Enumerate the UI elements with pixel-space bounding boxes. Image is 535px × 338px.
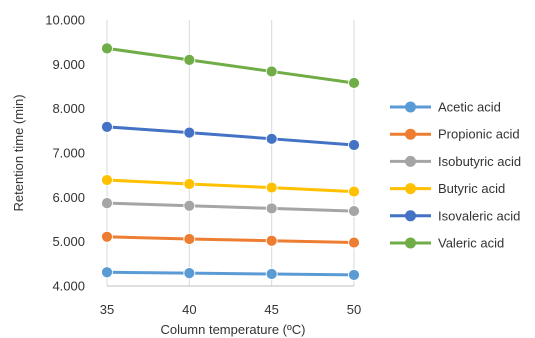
legend-item: Butyric acid	[390, 181, 505, 196]
legend: Acetic acid Propionic acid Isobutyric acid…	[390, 100, 521, 251]
legend-item: Isobutyric acid	[390, 154, 521, 169]
x-axis-ticks: 35 40 45 50	[100, 302, 361, 317]
series-line	[105, 46, 356, 85]
data-point	[183, 233, 196, 245]
data-point	[348, 185, 360, 198]
legend-item: Acetic acid	[390, 100, 501, 115]
x-axis-title: Column temperature (ºC)	[161, 322, 306, 337]
legend-label: Isovaleric acid	[438, 208, 520, 223]
y-tick-label: 9.000	[52, 57, 85, 72]
data-point	[183, 199, 196, 212]
data-point	[348, 236, 360, 249]
legend-marker	[405, 183, 416, 195]
series-line	[105, 178, 356, 194]
series-4	[101, 120, 360, 151]
data-point	[265, 268, 278, 280]
y-tick-label: 8.000	[52, 101, 85, 116]
data-point	[265, 234, 278, 247]
series-2	[101, 197, 360, 217]
data-point	[265, 181, 278, 194]
y-tick-label: 10.000	[45, 13, 85, 28]
series-line	[105, 270, 356, 277]
series-1	[101, 230, 360, 249]
legend-label: Valeric acid	[438, 236, 504, 251]
legend-item: Propionic acid	[390, 127, 520, 142]
data-point	[101, 120, 113, 133]
y-axis-ticks: 4.000 5.000 6.000 7.000 8.000 9.000 10.000	[45, 13, 85, 294]
y-axis-title: Retention time (min)	[11, 94, 26, 211]
data-point	[183, 54, 196, 66]
data-point	[101, 42, 113, 55]
data-point	[101, 230, 113, 243]
y-tick-label: 5.000	[52, 234, 85, 249]
data-point	[265, 132, 278, 145]
data-point	[348, 77, 360, 89]
data-point	[348, 205, 360, 217]
data-point	[348, 139, 360, 151]
grid-lines	[106, 20, 355, 286]
data-point	[183, 178, 196, 190]
y-tick-label: 7.000	[52, 146, 85, 161]
x-tick-label: 45	[264, 302, 278, 317]
data-point	[348, 269, 360, 281]
legend-item: Isovaleric acid	[390, 208, 520, 223]
x-tick-label: 35	[100, 302, 114, 317]
y-tick-label: 6.000	[52, 190, 85, 205]
series-line	[105, 201, 356, 213]
data-point	[101, 266, 113, 279]
legend-marker	[405, 210, 416, 222]
data-point	[265, 65, 278, 78]
legend-item: Valeric acid	[390, 236, 504, 251]
legend-marker	[405, 128, 416, 140]
series-line	[105, 125, 356, 147]
data-point	[265, 202, 278, 215]
series-3	[101, 174, 360, 198]
legend-label: Acetic acid	[438, 100, 501, 115]
data-point	[101, 174, 113, 186]
x-tick-label: 50	[347, 302, 361, 317]
legend-label: Isobutyric acid	[438, 154, 521, 169]
series-0	[101, 266, 360, 281]
series-line	[105, 235, 356, 245]
series-layer	[101, 42, 360, 281]
data-point	[183, 267, 196, 280]
legend-marker	[405, 101, 416, 113]
data-point	[183, 126, 196, 139]
x-tick-label: 40	[182, 302, 196, 317]
series-5	[101, 42, 360, 89]
legend-label: Butyric acid	[438, 181, 505, 196]
data-point	[101, 197, 113, 209]
legend-marker	[405, 237, 416, 249]
y-tick-label: 4.000	[52, 279, 85, 294]
legend-label: Propionic acid	[438, 127, 520, 142]
plot-area	[101, 20, 360, 287]
legend-marker	[405, 155, 416, 167]
